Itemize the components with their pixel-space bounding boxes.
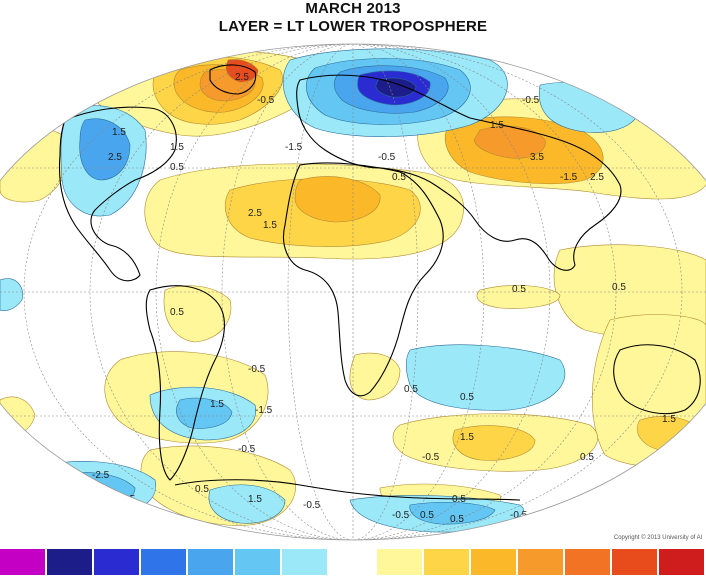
contour-label: 0.5 [392, 172, 406, 183]
globe-outline [0, 43, 706, 541]
map-title-layer: LAYER = LT LOWER TROPOSPHERE [218, 18, 488, 35]
legend-swatch [235, 549, 281, 575]
legend-swatch [470, 549, 516, 575]
legend-swatch [188, 549, 234, 575]
contour-label: 2.5 [590, 172, 604, 183]
contour-label: 1.5 [490, 120, 504, 131]
contour-label: 0.5 [404, 384, 418, 395]
contour-label: 0.5 [450, 514, 464, 525]
contour-label: 0.5 [460, 392, 474, 403]
contour-label: -0.5 [238, 444, 256, 455]
legend-swatch [329, 549, 375, 575]
legend-swatch [282, 549, 328, 575]
contour-label: 0.5 [195, 484, 209, 495]
contour-label: 1.5 [192, 44, 206, 55]
contour-label: 0.5 [512, 284, 526, 295]
contour-label: 0.5 [580, 452, 594, 463]
contour-label: -1.5 [85, 489, 103, 500]
legend-swatch [0, 549, 46, 575]
legend-swatch [376, 549, 422, 575]
contour-label: 0.5 [420, 510, 434, 521]
contour-label: 1.5 [248, 494, 262, 505]
contour-label: -0.5 [257, 95, 275, 106]
contour-label: -1.5 [255, 405, 273, 416]
graticule [0, 44, 706, 540]
contour-label: 1.5 [170, 142, 184, 153]
legend-swatch [47, 549, 93, 575]
legend-swatch [564, 549, 610, 575]
contour-label: 1.5 [460, 432, 474, 443]
legend-swatch [94, 549, 140, 575]
copyright-notice: Copyright © 2013 University of Al [613, 535, 702, 541]
contour-label: -0.5 [510, 510, 528, 521]
contour-label: -0.5 [654, 454, 672, 465]
contour-label: -1.5 [285, 142, 303, 153]
legend-swatch [141, 549, 187, 575]
contour-label: -0.5 [522, 95, 540, 106]
contour-label: 3.5 [530, 152, 544, 163]
contour-label: 1.5 [210, 399, 224, 410]
legend-swatch [658, 549, 704, 575]
contour-label: 0.5 [612, 282, 626, 293]
contour-label: 2.5 [248, 208, 262, 219]
contour-label: -1.5 [560, 172, 578, 183]
contour-label: -0.5 [392, 510, 410, 521]
map-title-month: MARCH 2013 [305, 0, 401, 17]
contour-label: 0.5 [170, 307, 184, 318]
coastlines [59, 64, 701, 501]
legend-swatch [517, 549, 563, 575]
contour-label: -0.5 [303, 500, 321, 511]
contour-label: -0.5 [248, 364, 266, 375]
contour-label: 0.5 [540, 520, 554, 531]
legend-swatch [423, 549, 469, 575]
contour-label: 0.5 [170, 162, 184, 173]
contour-label: 1.5 [112, 127, 126, 138]
contour-label: 1.5 [263, 220, 277, 231]
contour-label: 0.5 [452, 494, 466, 505]
contour-label: -0.5 [422, 452, 440, 463]
contour-label: -0.5 [378, 152, 396, 163]
color-legend [0, 549, 706, 575]
legend-swatch [611, 549, 657, 575]
contour-label: 2.5 [108, 152, 122, 163]
contour-label: 2.5 [235, 72, 249, 83]
contour-label: -2.5 [92, 470, 110, 481]
contour-label: 1.5 [662, 414, 676, 425]
